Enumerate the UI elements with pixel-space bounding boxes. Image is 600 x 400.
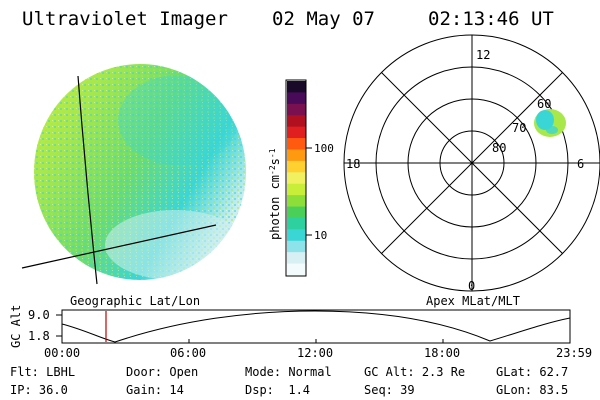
status-seq: Seq: 39 xyxy=(364,383,415,397)
status-mode: Mode: Normal xyxy=(245,365,332,379)
status-gain: Gain: 14 xyxy=(126,383,184,397)
colorbar-cell xyxy=(287,252,306,265)
colorbar-cell xyxy=(287,115,306,128)
colorbar-cell xyxy=(287,217,306,230)
colorbar-cell xyxy=(287,240,306,253)
date-label: 02 May 07 xyxy=(272,8,375,30)
xtick-0000: 00:00 xyxy=(44,346,81,360)
instrument-title: Ultraviolet Imager xyxy=(22,8,228,30)
auroral-blob xyxy=(534,109,566,137)
colorbar-cell xyxy=(287,195,306,208)
longitude-line xyxy=(77,75,98,285)
colorbar-cell xyxy=(287,172,306,185)
colorbar-cell xyxy=(287,183,306,196)
status-gcalt: GC Alt: 2.3 Re xyxy=(364,365,466,379)
time-label: 02:13:46 UT xyxy=(428,8,554,30)
colorbar-cell xyxy=(287,149,306,162)
xtick-1800: 18:00 xyxy=(424,346,461,360)
uv-image-disc xyxy=(21,64,246,285)
polar-mlt-12: 12 xyxy=(476,48,490,62)
polar-lat-80: 80 xyxy=(492,141,506,155)
geographic-label: Geographic Lat/Lon xyxy=(70,294,201,308)
altitude-plot xyxy=(56,309,571,344)
xtick-1200: 12:00 xyxy=(297,346,334,360)
colorbar-cell xyxy=(287,103,306,116)
status-ip: IP: 36.0 xyxy=(10,383,68,397)
xtick-0600: 06:00 xyxy=(170,346,207,360)
status-door: Door: Open xyxy=(126,365,199,379)
altitude-ylabel: GC Alt xyxy=(9,305,23,348)
polar-lat-60: 60 xyxy=(537,97,551,111)
altitude-ytick-bottom: 1.8 xyxy=(28,329,50,343)
polar-lat-70: 70 xyxy=(512,121,526,135)
status-dsp: Dsp: 1.4 xyxy=(245,383,311,397)
colorbar-label-10: 10 xyxy=(314,229,327,242)
colorbar-cell xyxy=(287,229,306,242)
altitude-ytick-top: 9.0 xyxy=(28,308,50,322)
colorbar-cell xyxy=(287,126,306,139)
colorbar-cell xyxy=(287,81,306,93)
status-flt: Flt: LBHL xyxy=(10,365,76,379)
colorbar-cell xyxy=(287,263,306,276)
polar-plot xyxy=(343,34,600,292)
colorbar-cell xyxy=(287,206,306,219)
polar-mlt-0: 0 xyxy=(468,279,475,293)
latitude-line xyxy=(21,224,217,269)
status-glon: GLon: 83.5 xyxy=(496,383,569,397)
colorbar-cell xyxy=(287,160,306,173)
colorbar-label-100: 100 xyxy=(314,142,334,155)
colorbar-cell xyxy=(287,138,306,150)
polar-mlt-18: 18 xyxy=(346,157,360,171)
colorbar xyxy=(285,79,312,277)
polar-mlt-6: 6 xyxy=(577,157,584,171)
status-glat: GLat: 62.7 xyxy=(496,365,569,379)
colorbar-unit: photon cm-2s-1 xyxy=(268,148,282,240)
apex-label: Apex MLat/MLT xyxy=(426,294,520,308)
altitude-curve xyxy=(61,310,571,343)
colorbar-cell xyxy=(287,92,306,105)
xtick-2359: 23:59 xyxy=(556,346,593,360)
